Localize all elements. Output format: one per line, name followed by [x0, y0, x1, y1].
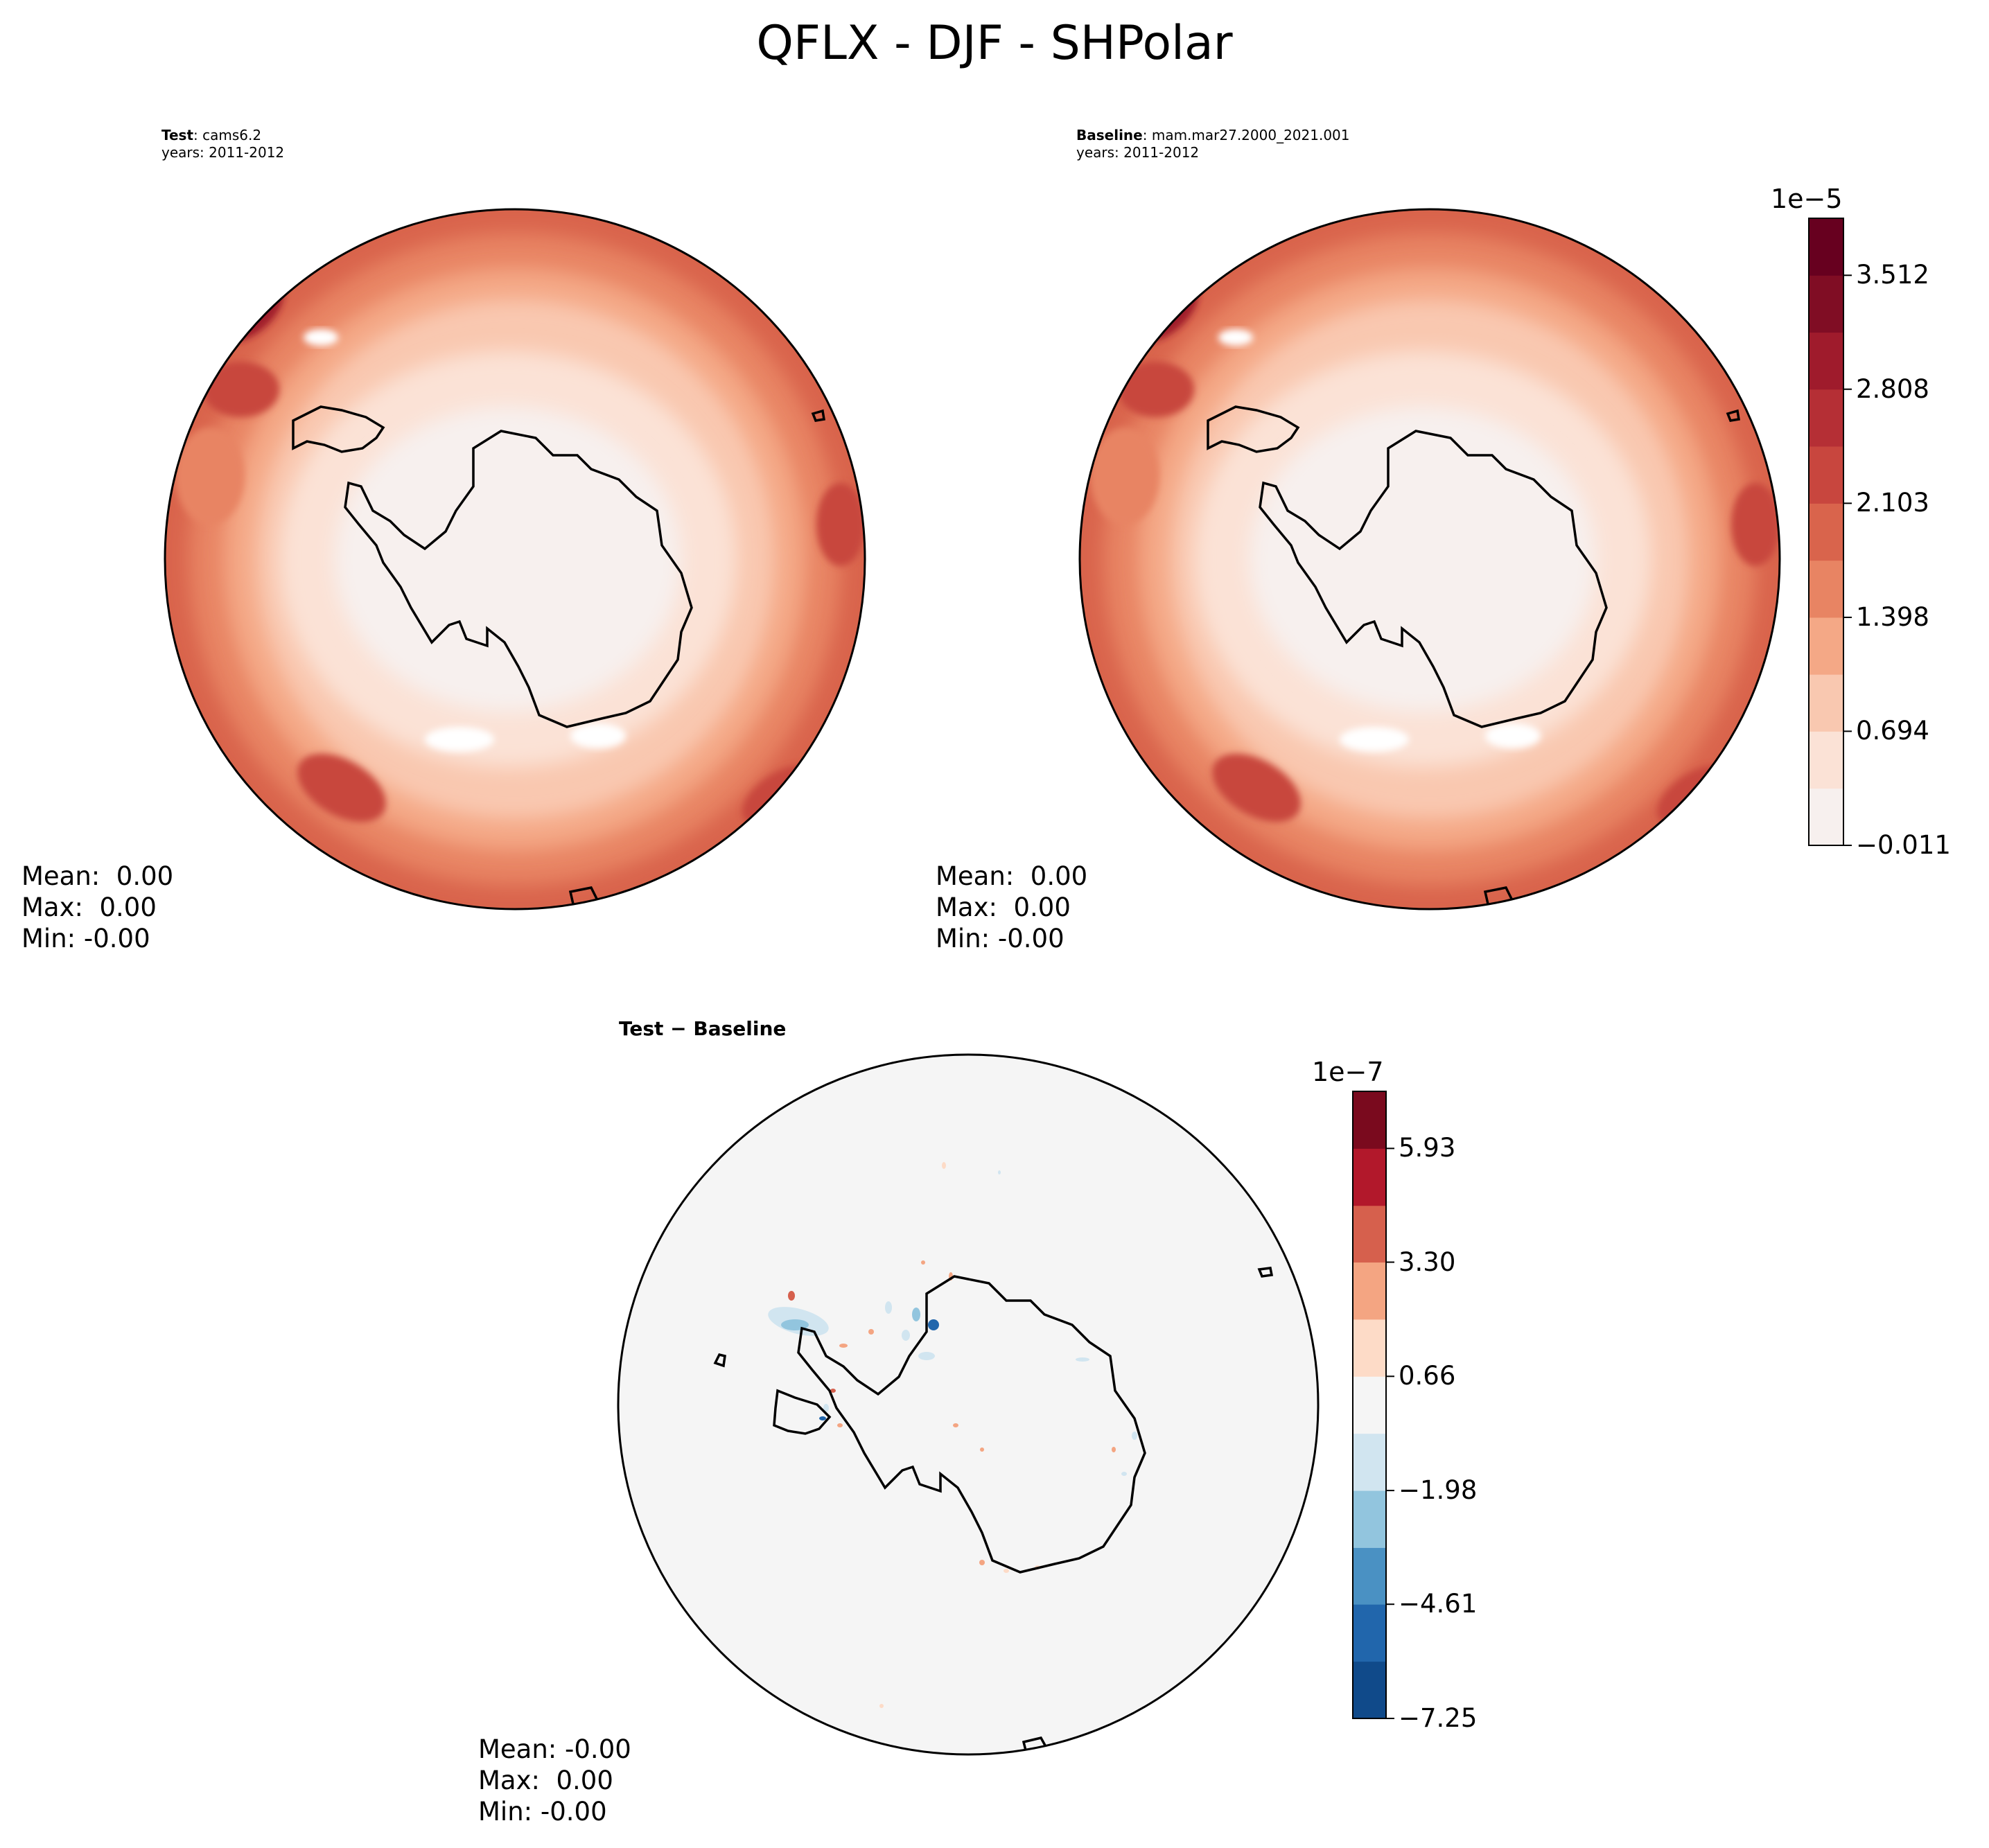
colorbar-top: [1808, 218, 1852, 846]
colorbar-bottom-tick-label: 5.93: [1399, 1133, 1456, 1163]
colorbar-bottom-tick-label: 3.30: [1399, 1247, 1456, 1277]
diff-stat-max: Max: 0.00: [478, 1766, 613, 1795]
colorbar-top-tick-label: 3.512: [1856, 260, 1929, 290]
baseline-map: [1078, 208, 1781, 910]
baseline-stat-max: Max: 0.00: [936, 892, 1071, 922]
diff-field-background: [618, 1055, 1318, 1754]
colorbar-bottom-tick-label: −4.61: [1399, 1589, 1478, 1619]
baseline-title-rest: : mam.mar27.2000_2021.001: [1142, 127, 1350, 143]
colorbar-top-segment: [1809, 788, 1843, 846]
colorbar-top-tick-label: 2.103: [1856, 488, 1929, 518]
colorbar-top-segment: [1809, 617, 1843, 675]
colorbar-bottom-segment: [1353, 1604, 1386, 1662]
baseline-subtitle: years: 2011-2012: [1076, 144, 1200, 161]
colorbar-top-segment: [1809, 560, 1843, 618]
colorbar-bottom-segment: [1353, 1490, 1386, 1548]
baseline-title-bold: Baseline: [1076, 127, 1143, 143]
test-title-bold: Test: [161, 127, 194, 143]
colorbar-top-tick-label: 2.808: [1856, 373, 1929, 404]
test-map: [164, 208, 866, 910]
colorbar-bottom-segment: [1353, 1205, 1386, 1263]
colorbar-top-segment: [1809, 503, 1843, 561]
colorbar-bottom-segment: [1353, 1376, 1386, 1434]
colorbar-top-segment: [1809, 332, 1843, 390]
colorbar-top-segment: [1809, 218, 1843, 276]
diff-map: [617, 1053, 1320, 1756]
diff-map-border: [617, 1053, 1320, 1756]
colorbar-bottom-frame: [1352, 1091, 1387, 1719]
test-map-border: [164, 208, 866, 910]
baseline-stat-mean: Mean: 0.00: [936, 861, 1088, 891]
diff-stat-min: Min: -0.00: [478, 1797, 607, 1827]
colorbar-bottom-tick-label: −7.25: [1399, 1703, 1478, 1733]
colorbar-bottom-segment: [1353, 1091, 1386, 1149]
colorbar-bottom-segment: [1353, 1319, 1386, 1377]
colorbar-top-segment: [1809, 275, 1843, 333]
test-stat-mean: Mean: 0.00: [21, 861, 174, 891]
test-stats: Mean: 0.00 Max: 0.00 Min: -0.00: [21, 861, 173, 954]
colorbar-bottom-segment: [1353, 1148, 1386, 1206]
colorbar-top-segment: [1809, 446, 1843, 504]
baseline-stats: Mean: 0.00 Max: 0.00 Min: -0.00: [936, 861, 1087, 954]
test-stat-max: Max: 0.00: [21, 892, 157, 922]
test-panel-title: Test: cams6.2 years: 2011-2012: [161, 127, 284, 161]
colorbar-bottom-exponent: 1e−7: [1312, 1057, 1384, 1087]
colorbar-top-segment: [1809, 674, 1843, 732]
colorbar-top-exponent: 1e−5: [1771, 184, 1843, 214]
colorbar-bottom-segment: [1353, 1661, 1386, 1719]
colorbar-bottom: [1352, 1091, 1394, 1719]
baseline-map-border: [1078, 208, 1781, 910]
colorbar-bottom-tick-label: 0.66: [1399, 1361, 1456, 1391]
colorbar-top-tick-label: 0.694: [1856, 716, 1929, 746]
colorbar-top-segment: [1809, 389, 1843, 447]
diff-panel-title: Test − Baseline: [619, 1017, 787, 1040]
diff-stat-mean: Mean: -0.00: [478, 1734, 631, 1764]
baseline-stat-min: Min: -0.00: [936, 924, 1064, 953]
colorbar-top-tick-label: 1.398: [1856, 601, 1929, 632]
colorbar-top-frame: [1808, 218, 1844, 846]
test-subtitle: years: 2011-2012: [161, 144, 285, 161]
colorbar-top-segment: [1809, 731, 1843, 789]
baseline-field-contours: [1080, 209, 1780, 909]
colorbar-bottom-tick-label: −1.98: [1399, 1475, 1478, 1506]
baseline-panel-title: Baseline: mam.mar27.2000_2021.001 years:…: [1076, 127, 1350, 161]
figure-title: QFLX - DJF - SHPolar: [756, 16, 1233, 71]
colorbar-bottom-segment: [1353, 1547, 1386, 1605]
diff-stats: Mean: -0.00 Max: 0.00 Min: -0.00: [478, 1734, 631, 1827]
test-field-contours: [165, 209, 865, 909]
colorbar-bottom-segment: [1353, 1433, 1386, 1491]
colorbar-top-tick-label: −0.011: [1856, 830, 1951, 860]
colorbar-bottom-segment: [1353, 1262, 1386, 1320]
test-title-rest: : cams6.2: [193, 127, 262, 143]
test-stat-min: Min: -0.00: [21, 924, 150, 953]
